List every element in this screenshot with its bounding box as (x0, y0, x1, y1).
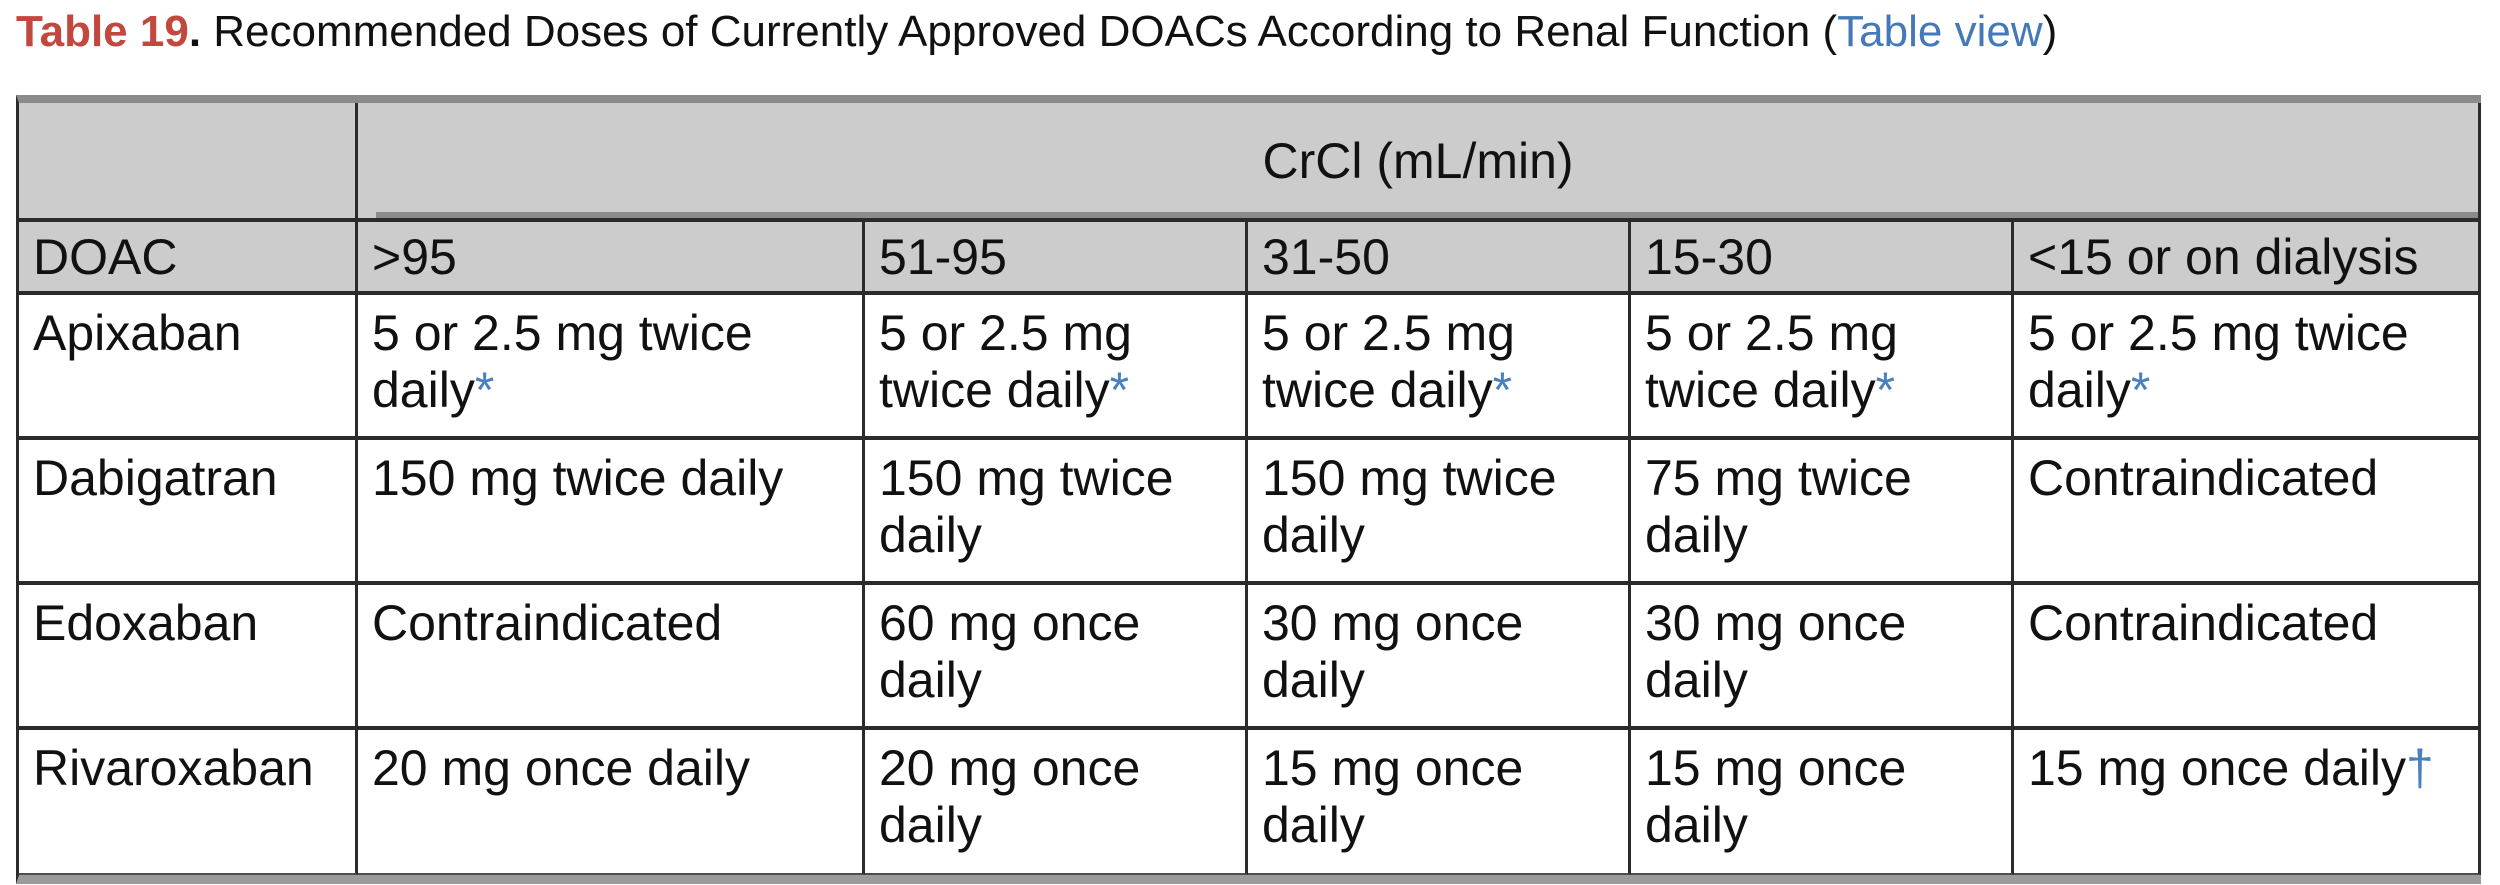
dose-text: 5 or 2.5 mg twice daily (879, 305, 1132, 418)
dose-cell: Contraindicated (2014, 440, 2482, 585)
dose-text: 150 mg twice daily (1262, 450, 1557, 563)
dose-text: 30 mg once daily (1262, 595, 1524, 708)
title-separator: . (188, 7, 214, 56)
drug-name-cell: Edoxaban (19, 585, 358, 730)
table-row-edoxaban: Edoxaban Contraindicated 60 mg once dail… (19, 585, 2482, 730)
dose-text: 60 mg once daily (879, 595, 1141, 708)
dose-cell: 150 mg twice daily (358, 440, 865, 585)
column-header-51-95: 51-95 (865, 222, 1248, 295)
dose-text: 15 mg once daily (1645, 740, 1907, 853)
dose-cell: 15 mg once daily (1248, 730, 1631, 875)
title-open-paren: ( (1822, 7, 1838, 56)
dose-text: Contraindicated (2028, 595, 2379, 651)
dose-cell: 5 or 2.5 mg twice daily* (2014, 295, 2482, 440)
title-close-paren: ) (2042, 7, 2058, 56)
drug-name-cell: Dabigatran (19, 440, 358, 585)
dose-cell: 5 or 2.5 mg twice daily* (865, 295, 1248, 440)
dose-cell: Contraindicated (2014, 585, 2482, 730)
corner-empty-cell (19, 103, 358, 222)
column-header-31-50: 31-50 (1248, 222, 1631, 295)
column-header-gt95: >95 (358, 222, 865, 295)
dose-text: 5 or 2.5 mg twice daily (1645, 305, 1898, 418)
dose-text: 150 mg twice daily (879, 450, 1174, 563)
table-view-link[interactable]: Table view (1837, 7, 2043, 56)
dose-text: 20 mg once daily (879, 740, 1141, 853)
column-header-row: DOAC >95 51-95 31-50 15-30 <15 or on dia… (19, 222, 2482, 295)
dose-cell: 15 mg once daily† (2014, 730, 2482, 875)
footnote-asterisk-marker[interactable]: * (1109, 362, 1130, 418)
column-header-15-30: 15-30 (1631, 222, 2014, 295)
footnote-asterisk-marker[interactable]: * (474, 362, 495, 418)
footnote-asterisk-marker[interactable]: * (1875, 362, 1896, 418)
drug-name-cell: Rivaroxaban (19, 730, 358, 875)
dose-cell: 30 mg once daily (1631, 585, 2014, 730)
column-header-doac: DOAC (19, 222, 358, 295)
dose-cell: 30 mg once daily (1248, 585, 1631, 730)
page-title: Table 19. Recommended Doses of Currently… (16, 6, 2500, 58)
dose-text: 5 or 2.5 mg twice daily (1262, 305, 1515, 418)
dose-text: 20 mg once daily (372, 740, 751, 796)
doac-dosing-table: CrCl (mL/min) DOAC >95 51-95 31-50 15-30… (16, 95, 2482, 884)
dose-text: Contraindicated (2028, 450, 2379, 506)
title-text: Recommended Doses of Currently Approved … (213, 7, 1823, 56)
table-row-dabigatran: Dabigatran 150 mg twice daily 150 mg twi… (19, 440, 2482, 585)
footnote-dagger-marker[interactable]: † (2406, 740, 2434, 796)
table-number-label: Table 19 (16, 7, 189, 56)
table-row-apixaban: Apixaban 5 or 2.5 mg twice daily* 5 or 2… (19, 295, 2482, 440)
dose-cell: 150 mg twice daily (1248, 440, 1631, 585)
dose-text: 5 or 2.5 mg twice daily (372, 305, 753, 418)
dose-cell: 20 mg once daily (358, 730, 865, 875)
dose-text: Contraindicated (372, 595, 723, 651)
table-row-rivaroxaban: Rivaroxaban 20 mg once daily 20 mg once … (19, 730, 2482, 875)
dose-text: 150 mg twice daily (372, 450, 784, 506)
dose-cell: 75 mg twice daily (1631, 440, 2014, 585)
dose-cell: 15 mg once daily (1631, 730, 2014, 875)
footnote-asterisk-marker[interactable]: * (1492, 362, 1513, 418)
dose-text: 15 mg once daily (1262, 740, 1524, 853)
dose-text: 5 or 2.5 mg twice daily (2028, 305, 2409, 418)
dose-text: 75 mg twice daily (1645, 450, 1912, 563)
dose-text: 30 mg once daily (1645, 595, 1907, 708)
dose-cell: Contraindicated (358, 585, 865, 730)
dose-cell: 20 mg once daily (865, 730, 1248, 875)
dose-cell: 150 mg twice daily (865, 440, 1248, 585)
dose-text: 15 mg once daily (2028, 740, 2407, 796)
column-header-lt15-dialysis: <15 or on dialysis (2014, 222, 2482, 295)
crcl-group-header: CrCl (mL/min) (358, 103, 2482, 222)
drug-name-cell: Apixaban (19, 295, 358, 440)
footnote-asterisk-marker[interactable]: * (2130, 362, 2151, 418)
crcl-group-row: CrCl (mL/min) (19, 103, 2482, 222)
dose-cell: 5 or 2.5 mg twice daily* (358, 295, 865, 440)
dose-cell: 5 or 2.5 mg twice daily* (1248, 295, 1631, 440)
dose-cell: 60 mg once daily (865, 585, 1248, 730)
dose-cell: 5 or 2.5 mg twice daily* (1631, 295, 2014, 440)
